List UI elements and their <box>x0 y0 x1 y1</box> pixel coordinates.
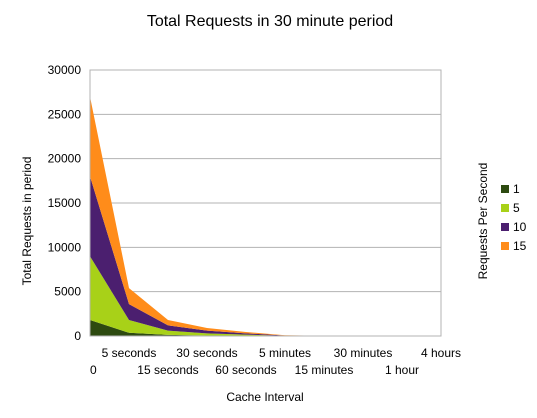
x-tick-label: 30 minutes <box>334 346 393 360</box>
area-series <box>90 96 441 336</box>
y-tick-label: 0 <box>74 329 81 343</box>
area-series-10 <box>90 176 441 336</box>
x-tick-label: 30 seconds <box>176 346 237 360</box>
area-series-15 <box>90 96 441 336</box>
plot-area-border <box>89 69 442 337</box>
legend-label: 10 <box>513 220 527 234</box>
x-axis-title: Cache Interval <box>226 390 303 404</box>
legend-swatch-1 <box>501 185 509 193</box>
x-tick-label: 0 <box>90 363 97 377</box>
y-tick-label: 10000 <box>48 240 82 254</box>
grid-lines <box>90 69 441 337</box>
x-tick-label: 60 seconds <box>215 363 276 377</box>
y-tick-label: 20000 <box>48 152 82 166</box>
x-tick-label: 4 hours <box>421 346 461 360</box>
legend-label: 15 <box>513 239 527 253</box>
legend-label: 5 <box>513 201 520 215</box>
legend-swatch-5 <box>501 204 509 212</box>
area-series-5 <box>90 256 441 336</box>
x-axis-tick-labels: 0 5 seconds 15 seconds 30 seconds 60 seconds… <box>90 346 461 377</box>
x-tick-label: 15 minutes <box>295 363 354 377</box>
chart-title: Total Requests in 30 minute period <box>147 13 393 30</box>
y-tick-label: 15000 <box>48 196 82 210</box>
legend-title: Requests Per Second <box>476 163 490 280</box>
legend-label: 1 <box>513 182 520 196</box>
area-series-1 <box>90 320 441 336</box>
y-axis-title: Total Requests in period <box>20 157 34 286</box>
x-tick-label: 15 seconds <box>137 363 198 377</box>
y-tick-label: 30000 <box>48 63 82 77</box>
legend-swatch-15 <box>501 242 509 250</box>
x-tick-label: 1 hour <box>385 363 419 377</box>
x-tick-label: 5 minutes <box>259 346 311 360</box>
legend-swatch-10 <box>501 223 509 231</box>
y-axis-tick-labels: 0 5000 10000 15000 20000 25000 30000 <box>48 63 82 343</box>
y-tick-label: 5000 <box>54 285 81 299</box>
x-tick-label: 5 seconds <box>102 346 157 360</box>
y-tick-label: 25000 <box>48 107 82 121</box>
